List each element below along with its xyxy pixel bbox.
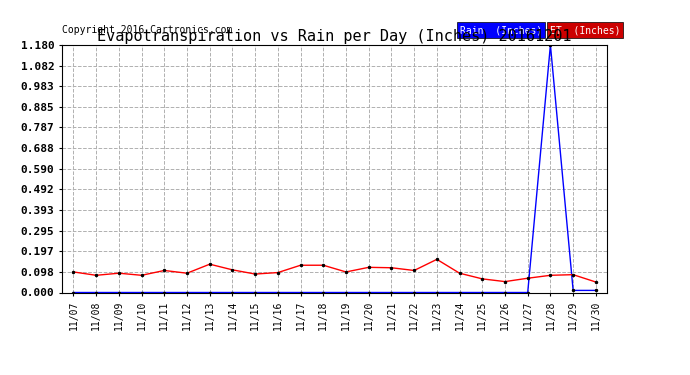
Text: ET  (Inches): ET (Inches)	[550, 25, 620, 35]
Title: Evapotranspiration vs Rain per Day (Inches) 20161201: Evapotranspiration vs Rain per Day (Inch…	[97, 29, 572, 44]
Text: Rain  (Inches): Rain (Inches)	[460, 25, 542, 35]
Text: Copyright 2016 Cartronics.com: Copyright 2016 Cartronics.com	[62, 25, 233, 35]
